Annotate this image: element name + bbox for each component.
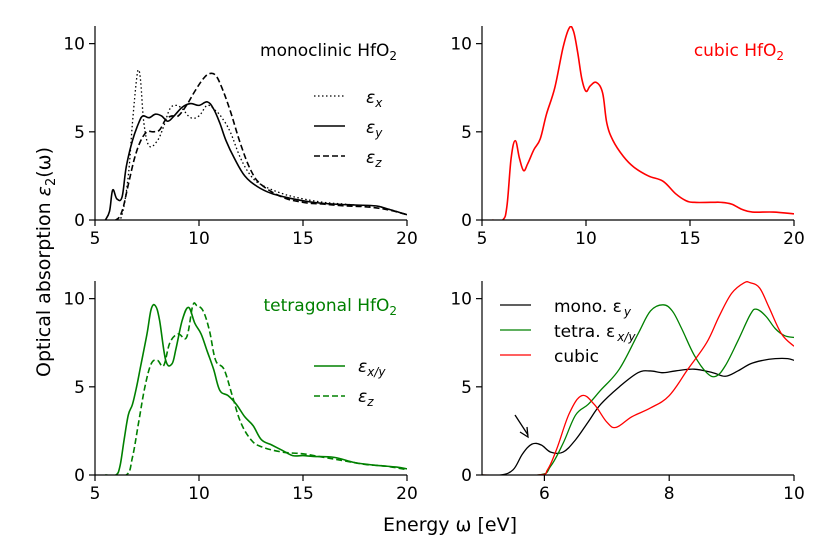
series-line-z: [105, 302, 407, 475]
legend-label-eps-xy: εx/y: [358, 357, 386, 379]
series-line-x: [105, 69, 407, 220]
x-tick-label: 5: [90, 484, 101, 504]
series-line-y: [104, 100, 407, 220]
x-tick-label: 8: [664, 484, 675, 504]
x-tick-label: 10: [575, 229, 597, 249]
legend-label-eps-y: εy: [366, 118, 383, 140]
y-tick-label: 5: [74, 378, 85, 398]
x-tick-label: 10: [783, 484, 805, 504]
series-line-xy: [482, 304, 794, 475]
y-tick-label: 0: [461, 466, 472, 486]
x-tick-label: 10: [188, 229, 210, 249]
y-tick-label: 10: [450, 35, 472, 55]
series-line-z: [105, 72, 407, 220]
x-axis-label: Energy ω [eV]: [383, 514, 517, 536]
x-tick-label: 20: [396, 484, 418, 504]
panel-title: tetragonal HfO2: [264, 296, 398, 318]
series-line-cubic: [492, 26, 794, 220]
x-tick-label: 10: [188, 484, 210, 504]
series-line-y: [482, 357, 794, 475]
x-tick-label: 15: [679, 229, 701, 249]
series-line-xy: [105, 303, 407, 475]
x-tick-label: 5: [477, 229, 488, 249]
legend: εx εy εz: [314, 88, 383, 170]
legend-label-tetra: tetra. ε x/y: [554, 322, 636, 344]
x-tick-label: 5: [90, 229, 101, 249]
x-tick-label: 6: [539, 484, 550, 504]
x-tick-label: 20: [396, 229, 418, 249]
x-tick-label: 15: [292, 484, 314, 504]
legend-label-eps-z: εz: [358, 387, 374, 409]
y-tick-label: 0: [461, 211, 472, 231]
y-tick-label: 5: [461, 123, 472, 143]
y-tick-label: 10: [63, 290, 85, 310]
y-tick-label: 0: [74, 466, 85, 486]
x-tick-label: 20: [783, 229, 805, 249]
series-line-cubic: [482, 281, 794, 475]
panel-title: monoclinic HfO2: [260, 41, 397, 63]
legend: εx/y εz: [314, 357, 386, 409]
y-tick-label: 0: [74, 211, 85, 231]
y-tick-label: 5: [461, 378, 472, 398]
y-tick-label: 10: [450, 290, 472, 310]
y-tick-label: 10: [63, 35, 85, 55]
x-tick-label: 15: [292, 229, 314, 249]
panel-title: cubic HfO2: [694, 41, 784, 63]
legend-label-eps-x: εx: [366, 88, 383, 110]
legend-label-eps-z: εz: [366, 148, 382, 170]
y-axis-label: Optical absorption ε2(ω): [33, 147, 59, 377]
y-tick-label: 5: [74, 123, 85, 143]
legend-label-cubic: cubic: [554, 347, 599, 367]
arrow-annotation: [514, 414, 529, 439]
